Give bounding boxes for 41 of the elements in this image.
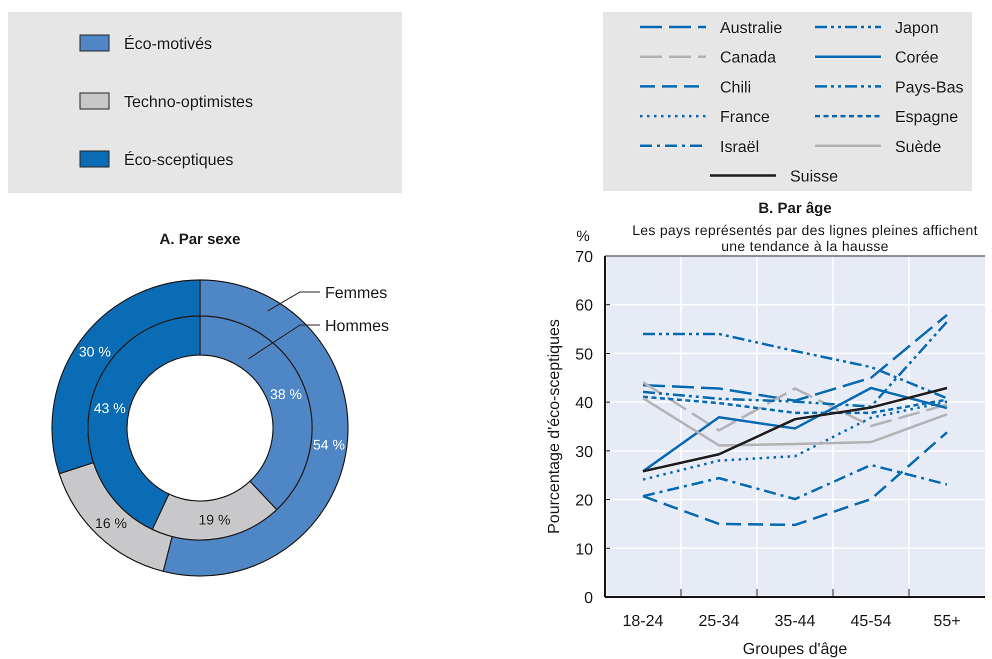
x-tick-label: 25-34: [698, 613, 740, 630]
text: A. Par sexe: [160, 231, 240, 248]
data-label: 54 %: [313, 436, 345, 452]
x-tick-label: 55+: [933, 613, 961, 630]
legend-label: Canada: [720, 50, 776, 67]
x-tick-label: 35-44: [774, 613, 816, 630]
y-tick-label: 60: [575, 298, 594, 315]
legend-label: Éco-sceptiques: [124, 151, 234, 169]
legend-label: Techno-optimistes: [124, 94, 253, 111]
data-label: 30 %: [78, 344, 111, 360]
data-label: 16 %: [95, 514, 127, 531]
y-tick-label: 0: [584, 590, 594, 607]
legend-label: Japon: [895, 20, 939, 37]
legend-label: Suède: [895, 138, 942, 156]
y-tick-label: 50: [575, 346, 594, 364]
legend-label: Corée: [895, 50, 939, 67]
x-tick-label: 45-54: [850, 613, 892, 630]
x-tick-label: 18-24: [622, 613, 664, 630]
chart-subtitle: Les pays représentés par des lignes pleines affichent une tendance à la hausse: [631, 222, 979, 254]
y-tick-label: 10: [575, 541, 594, 558]
legend-label: Femmes: [325, 285, 388, 302]
chart-title: B. Par âge: [758, 200, 832, 217]
legend-label: Chili: [720, 79, 752, 96]
slice-label: Hommes: [325, 318, 390, 335]
data-label: 43 %: [94, 400, 126, 416]
data-label: 38 %: [270, 386, 302, 402]
legend-label: Israël: [720, 138, 760, 156]
legend-label: Suisse: [790, 168, 838, 186]
legend-label: Éco-motivés: [124, 35, 212, 53]
text: %: [576, 228, 590, 245]
x-axis-title: Groupes d'âge: [742, 641, 848, 658]
y-tick-label: 70: [575, 249, 594, 266]
legend-label: Espagne: [895, 109, 958, 126]
y-axis-title: Pourcentage d'éco-sceptiques: [546, 319, 563, 534]
y-tick-label: 20: [575, 492, 594, 510]
y-tick-label: 40: [575, 395, 594, 412]
legend-label: Australie: [720, 20, 782, 37]
legend-label: Pays-Bas: [895, 79, 964, 96]
data-label: 19 %: [198, 511, 230, 528]
legend-label: France: [720, 109, 770, 126]
y-tick-label: 30: [575, 444, 594, 461]
